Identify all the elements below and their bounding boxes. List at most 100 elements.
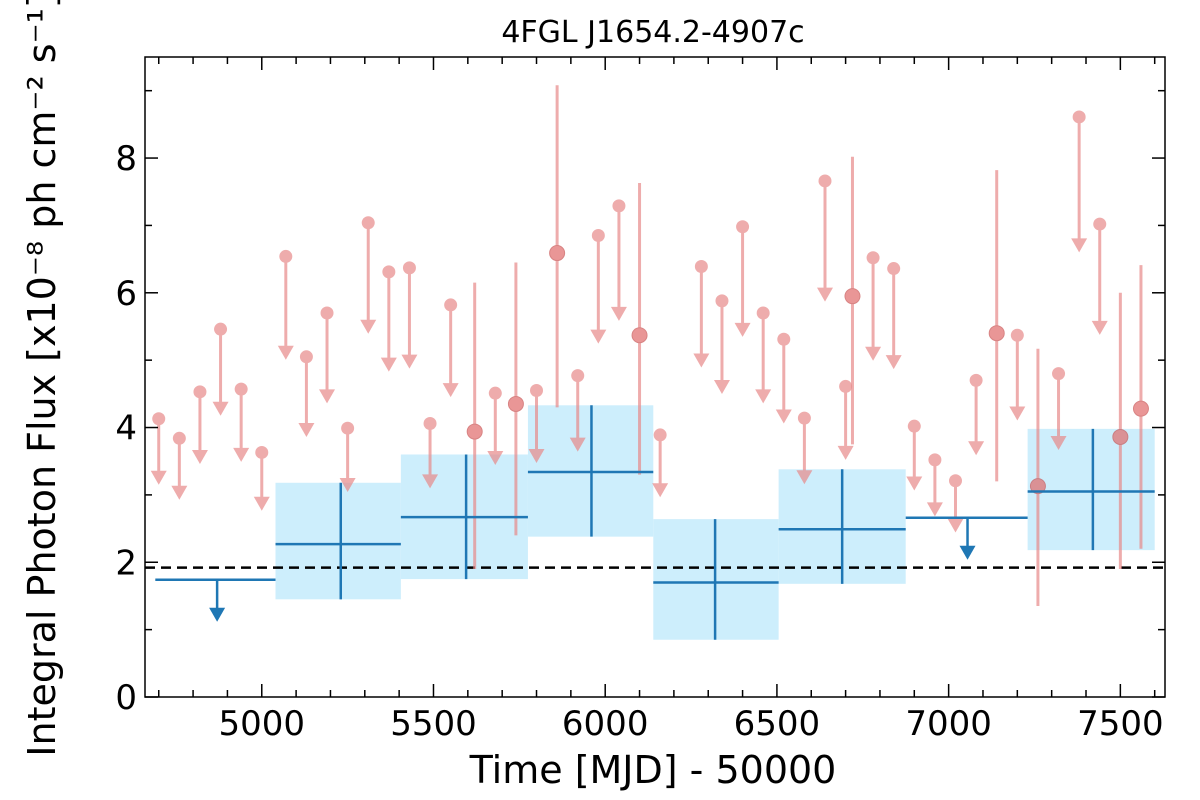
x-tick-label: 6500 bbox=[734, 704, 821, 744]
upper-limit-arrow bbox=[817, 287, 833, 302]
upper-limit-arrow bbox=[339, 478, 356, 493]
upper-limit-marker bbox=[299, 350, 313, 364]
upper-limit-marker bbox=[172, 431, 186, 445]
upper-limit-marker bbox=[694, 260, 708, 274]
short-bin-upper-limit bbox=[590, 229, 607, 344]
short-bin-upper-limit bbox=[885, 262, 902, 370]
upper-limit-arrow bbox=[775, 409, 792, 424]
upper-limit-arrow bbox=[487, 451, 504, 466]
upper-limit-marker bbox=[887, 262, 901, 276]
short-bin-detection bbox=[549, 85, 566, 408]
upper-limit-marker bbox=[255, 445, 269, 459]
upper-limit-marker bbox=[488, 386, 502, 400]
upper-limit-marker bbox=[866, 251, 880, 265]
upper-limit-marker bbox=[571, 369, 585, 383]
short-bin-detection bbox=[466, 282, 483, 569]
short-bin-upper-limit bbox=[422, 416, 439, 489]
upper-limit-arrow bbox=[212, 401, 229, 416]
x-tick-label: 5000 bbox=[219, 704, 306, 744]
upper-limit-marker bbox=[1093, 217, 1107, 231]
upper-limit-marker bbox=[591, 229, 605, 243]
y-axis-label: Integral Photon Flux [x10⁻⁸ ph cm⁻² s⁻¹] bbox=[20, 0, 64, 757]
short-bin-upper-limit bbox=[171, 431, 188, 500]
short-bin-upper-limit bbox=[442, 298, 459, 398]
upper-limit-arrow bbox=[401, 354, 418, 369]
short-bin-points bbox=[150, 85, 1149, 607]
y-tick-label: 4 bbox=[115, 409, 137, 449]
y-tick-label: 2 bbox=[115, 543, 137, 583]
short-bin-upper-limit bbox=[906, 419, 923, 491]
short-bin-detection bbox=[1132, 265, 1149, 549]
upper-limit-arrow bbox=[885, 355, 902, 370]
upper-limit-marker bbox=[444, 298, 458, 312]
short-bin-upper-limit bbox=[817, 174, 833, 302]
upper-limit-arrow bbox=[837, 445, 854, 460]
upper-limit-arrow bbox=[422, 474, 439, 489]
upper-limit-marker bbox=[907, 419, 921, 433]
short-bin-upper-limit bbox=[277, 249, 294, 360]
y-tick-label: 8 bbox=[115, 139, 137, 179]
upper-limit-arrow bbox=[610, 306, 627, 321]
upper-limit-arrow bbox=[569, 437, 586, 452]
upper-limit-marker bbox=[777, 332, 791, 346]
upper-limit-marker bbox=[193, 385, 207, 399]
long-bin-band bbox=[1027, 428, 1155, 551]
short-bin-upper-limit bbox=[652, 428, 669, 498]
upper-limit-marker bbox=[969, 373, 983, 387]
short-bin-upper-limit bbox=[713, 294, 730, 394]
short-bin-upper-limit bbox=[253, 445, 270, 511]
short-bin-upper-limit bbox=[380, 265, 397, 372]
upper-limit-marker bbox=[949, 474, 963, 488]
upper-limit-marker bbox=[653, 428, 667, 442]
y-tick-label: 0 bbox=[115, 678, 137, 718]
long-bin-upper-limit-arrow bbox=[959, 545, 976, 560]
detection-marker bbox=[466, 423, 483, 440]
upper-limit-arrow bbox=[755, 389, 772, 404]
short-bin-upper-limit bbox=[755, 306, 772, 404]
upper-limit-marker bbox=[152, 412, 166, 426]
short-bin-upper-limit bbox=[1071, 110, 1088, 253]
upper-limit-arrow bbox=[693, 353, 710, 368]
upper-limit-marker bbox=[382, 265, 396, 279]
short-bin-upper-limit bbox=[610, 199, 627, 321]
upper-limit-arrow bbox=[926, 502, 943, 517]
short-bin-upper-limit bbox=[865, 251, 882, 361]
short-bin-upper-limit bbox=[528, 383, 545, 463]
short-bin-upper-limit bbox=[487, 386, 504, 466]
upper-limit-arrow bbox=[1009, 406, 1026, 421]
short-bin-upper-limit bbox=[926, 453, 943, 517]
short-bin-upper-limit bbox=[693, 260, 710, 368]
upper-limit-arrow bbox=[1091, 320, 1108, 335]
upper-limit-arrow bbox=[906, 476, 923, 491]
detection-marker bbox=[1112, 428, 1129, 445]
upper-limit-arrow bbox=[233, 447, 250, 462]
upper-limit-marker bbox=[279, 249, 293, 263]
upper-limit-arrow bbox=[253, 496, 270, 511]
short-bin-upper-limit bbox=[360, 216, 377, 334]
long-bin-band bbox=[275, 482, 401, 600]
detection-marker bbox=[1029, 478, 1046, 495]
upper-limit-marker bbox=[1010, 328, 1024, 342]
short-bin-upper-limit bbox=[796, 411, 813, 485]
x-tick-label: 7500 bbox=[1077, 704, 1164, 744]
short-bin-detection bbox=[844, 156, 861, 445]
upper-limit-marker bbox=[715, 294, 729, 308]
upper-limit-marker bbox=[234, 382, 248, 396]
upper-limit-marker bbox=[341, 421, 355, 435]
upper-limit-marker bbox=[839, 379, 853, 393]
upper-limit-marker bbox=[736, 220, 750, 234]
short-bin-detection bbox=[1112, 292, 1129, 569]
short-bin-upper-limit bbox=[339, 421, 356, 493]
short-bin-upper-limit bbox=[837, 379, 854, 460]
short-bin-detection bbox=[988, 170, 1005, 482]
upper-limit-marker bbox=[320, 306, 334, 320]
short-bin-upper-limit bbox=[1050, 367, 1067, 451]
x-axis-label: Time [MJD] - 50000 bbox=[469, 748, 837, 792]
upper-limit-arrow bbox=[319, 389, 336, 404]
upper-limit-arrow bbox=[590, 329, 607, 344]
short-bin-upper-limit bbox=[569, 369, 586, 452]
detection-marker bbox=[1132, 400, 1149, 417]
short-bin-detection bbox=[631, 182, 648, 475]
short-bin-upper-limit bbox=[212, 322, 229, 416]
x-tick-label: 7000 bbox=[905, 704, 992, 744]
